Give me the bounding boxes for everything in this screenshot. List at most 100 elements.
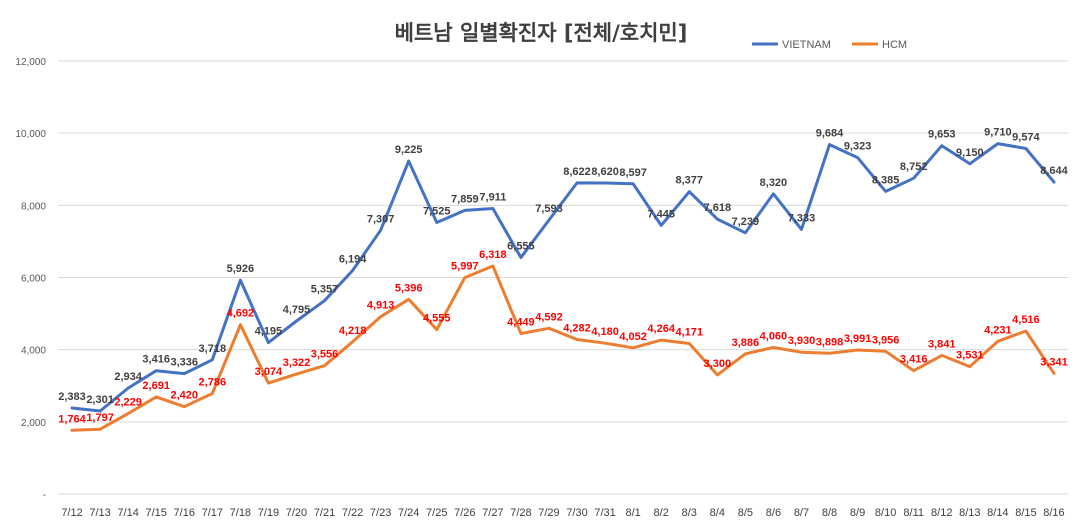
data-label-hcm: 3,531 — [956, 350, 984, 362]
data-label-vietnam: 7,307 — [367, 213, 395, 225]
data-label-vietnam: 7,445 — [647, 208, 675, 220]
x-tick-label: 8/10 — [875, 507, 896, 519]
y-tick-label: 4,000 — [21, 346, 46, 357]
chart-title: 베트남 일별확진자 [전체/호치민] — [395, 21, 688, 45]
x-tick-label: 7/15 — [145, 507, 166, 519]
data-label-hcm: 3,416 — [900, 354, 928, 366]
data-label-vietnam: 3,336 — [170, 357, 198, 369]
data-label-vietnam: 3,718 — [199, 343, 227, 355]
y-tick-label: 10,000 — [15, 129, 46, 140]
data-label-vietnam: 2,301 — [86, 394, 114, 406]
x-tick-label: 8/2 — [654, 507, 669, 519]
x-tick-label: 7/31 — [594, 507, 615, 519]
x-tick-label: 7/12 — [61, 507, 82, 519]
data-label-hcm: 2,786 — [199, 376, 227, 388]
x-tick-label: 7/30 — [566, 507, 587, 519]
data-label-hcm: 5,396 — [395, 282, 423, 294]
data-label-vietnam: 9,574 — [1012, 132, 1040, 144]
data-label-hcm: 3,841 — [928, 338, 956, 350]
series-lines — [70, 142, 1056, 432]
x-tick-label: 7/14 — [117, 507, 138, 519]
data-label-hcm: 3,898 — [816, 336, 844, 348]
data-label-hcm: 4,060 — [760, 331, 788, 343]
series-line-vietnam — [70, 142, 1056, 413]
data-label-vietnam: 8,644 — [1040, 165, 1068, 177]
data-label-hcm: 4,516 — [1012, 314, 1040, 326]
series-line-hcm — [70, 264, 1056, 432]
data-label-vietnam: 8,622 — [563, 166, 591, 178]
data-label-vietnam: 8,320 — [760, 177, 788, 189]
data-label-hcm: 4,180 — [591, 326, 619, 338]
data-label-hcm: 4,282 — [563, 322, 591, 334]
data-label-hcm: 4,555 — [423, 313, 451, 325]
data-label-vietnam: 7,593 — [535, 203, 563, 215]
data-label-vietnam: 5,357 — [311, 284, 339, 296]
legend: VIETNAM HCM — [752, 39, 907, 51]
x-tick-label: 8/7 — [794, 507, 809, 519]
x-tick-label: 7/26 — [454, 507, 475, 519]
x-tick-label: 7/21 — [314, 507, 335, 519]
x-tick-label: 8/5 — [738, 507, 753, 519]
data-label-hcm: 2,420 — [170, 390, 198, 402]
x-tick-label: 8/3 — [682, 507, 697, 519]
data-label-hcm: 4,449 — [507, 316, 535, 328]
data-label-vietnam: 7,618 — [704, 202, 732, 214]
data-label-hcm: 4,692 — [227, 308, 255, 320]
x-tick-label: 8/15 — [1015, 507, 1036, 519]
data-label-hcm: 4,592 — [535, 311, 563, 323]
data-label-vietnam: 8,620 — [591, 166, 619, 178]
data-label-hcm: 3,956 — [872, 334, 900, 346]
x-tick-label: 7/28 — [510, 507, 531, 519]
data-label-vietnam: 9,710 — [984, 127, 1012, 139]
data-label-hcm: 5,997 — [451, 261, 479, 273]
x-tick-label: 7/27 — [482, 507, 503, 519]
data-label-hcm: 3,322 — [283, 357, 311, 369]
y-tick-label: 2,000 — [21, 418, 46, 429]
x-tick-label: 7/16 — [174, 507, 195, 519]
data-label-hcm: 4,171 — [675, 326, 703, 338]
x-tick-label: 7/23 — [370, 507, 391, 519]
data-label-hcm: 2,691 — [142, 380, 170, 392]
data-label-vietnam: 9,225 — [395, 144, 423, 156]
data-label-vietnam: 7,333 — [788, 212, 816, 224]
x-tick-label: 8/11 — [903, 507, 924, 519]
x-tick-label: 7/19 — [258, 507, 279, 519]
data-label-hcm: 1,764 — [58, 413, 86, 425]
data-label-vietnam: 9,150 — [956, 147, 984, 159]
data-label-vietnam: 9,323 — [844, 141, 872, 153]
data-label-hcm: 3,991 — [844, 333, 872, 345]
x-tick-label: 8/14 — [987, 507, 1008, 519]
x-tick-label: 8/12 — [931, 507, 952, 519]
data-label-hcm: 3,886 — [732, 337, 760, 349]
data-label-vietnam: 9,653 — [928, 129, 956, 141]
data-label-vietnam: 9,684 — [816, 128, 844, 140]
data-label-hcm: 3,341 — [1040, 356, 1068, 368]
data-label-vietnam: 6,194 — [339, 253, 367, 265]
x-tick-label: 7/24 — [398, 507, 419, 519]
data-label-hcm: 3,930 — [788, 335, 816, 347]
data-label-hcm: 2,229 — [114, 397, 142, 409]
y-tick-label: 6,000 — [21, 274, 46, 285]
data-label-hcm: 3,074 — [255, 366, 283, 378]
y-axis-ticks: - 2,000 4,000 6,000 8,000 10,000 12,000 — [15, 57, 46, 501]
x-tick-label: 7/29 — [538, 507, 559, 519]
data-label-vietnam: 2,934 — [114, 371, 142, 383]
data-label-vietnam: 8,752 — [900, 161, 928, 173]
data-label-vietnam: 5,926 — [227, 263, 255, 275]
data-label-hcm: 3,556 — [311, 349, 339, 361]
data-label-vietnam: 2,383 — [58, 391, 86, 403]
x-tick-label: 7/22 — [342, 507, 363, 519]
data-label-hcm: 6,318 — [479, 249, 507, 261]
y-tick-label: 8,000 — [21, 201, 46, 212]
x-tick-label: 8/4 — [710, 507, 725, 519]
x-tick-label: 7/25 — [426, 507, 447, 519]
x-tick-label: 8/8 — [822, 507, 837, 519]
x-tick-label: 7/20 — [286, 507, 307, 519]
legend-hcm-label: HCM — [882, 39, 907, 51]
data-label-vietnam: 8,377 — [675, 175, 703, 187]
data-label-vietnam: 8,597 — [619, 167, 647, 179]
x-tick-label: 8/16 — [1043, 507, 1064, 519]
